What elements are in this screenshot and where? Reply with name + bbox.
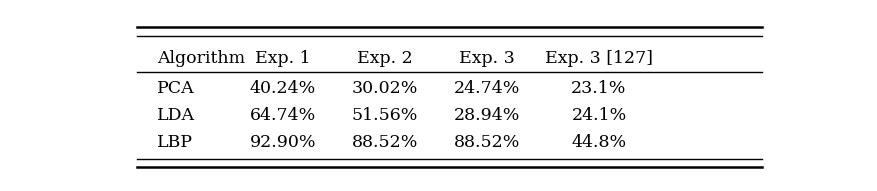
Text: LBP: LBP bbox=[157, 134, 193, 151]
Text: 28.94%: 28.94% bbox=[453, 107, 520, 124]
Text: 64.74%: 64.74% bbox=[250, 107, 316, 124]
Text: 92.90%: 92.90% bbox=[250, 134, 317, 151]
Text: 51.56%: 51.56% bbox=[352, 107, 418, 124]
Text: LDA: LDA bbox=[157, 107, 196, 124]
Text: 88.52%: 88.52% bbox=[352, 134, 418, 151]
Text: 24.74%: 24.74% bbox=[453, 80, 520, 97]
Text: 30.02%: 30.02% bbox=[352, 80, 418, 97]
Text: Exp. 3: Exp. 3 bbox=[459, 50, 515, 67]
Text: Exp. 3 [127]: Exp. 3 [127] bbox=[545, 50, 653, 67]
Text: 88.52%: 88.52% bbox=[453, 134, 520, 151]
Text: 23.1%: 23.1% bbox=[571, 80, 627, 97]
Text: Algorithm: Algorithm bbox=[157, 50, 246, 67]
Text: 44.8%: 44.8% bbox=[572, 134, 626, 151]
Text: PCA: PCA bbox=[157, 80, 195, 97]
Text: Exp. 2: Exp. 2 bbox=[357, 50, 413, 67]
Text: Exp. 1: Exp. 1 bbox=[255, 50, 310, 67]
Text: 24.1%: 24.1% bbox=[572, 107, 626, 124]
Text: 40.24%: 40.24% bbox=[250, 80, 316, 97]
